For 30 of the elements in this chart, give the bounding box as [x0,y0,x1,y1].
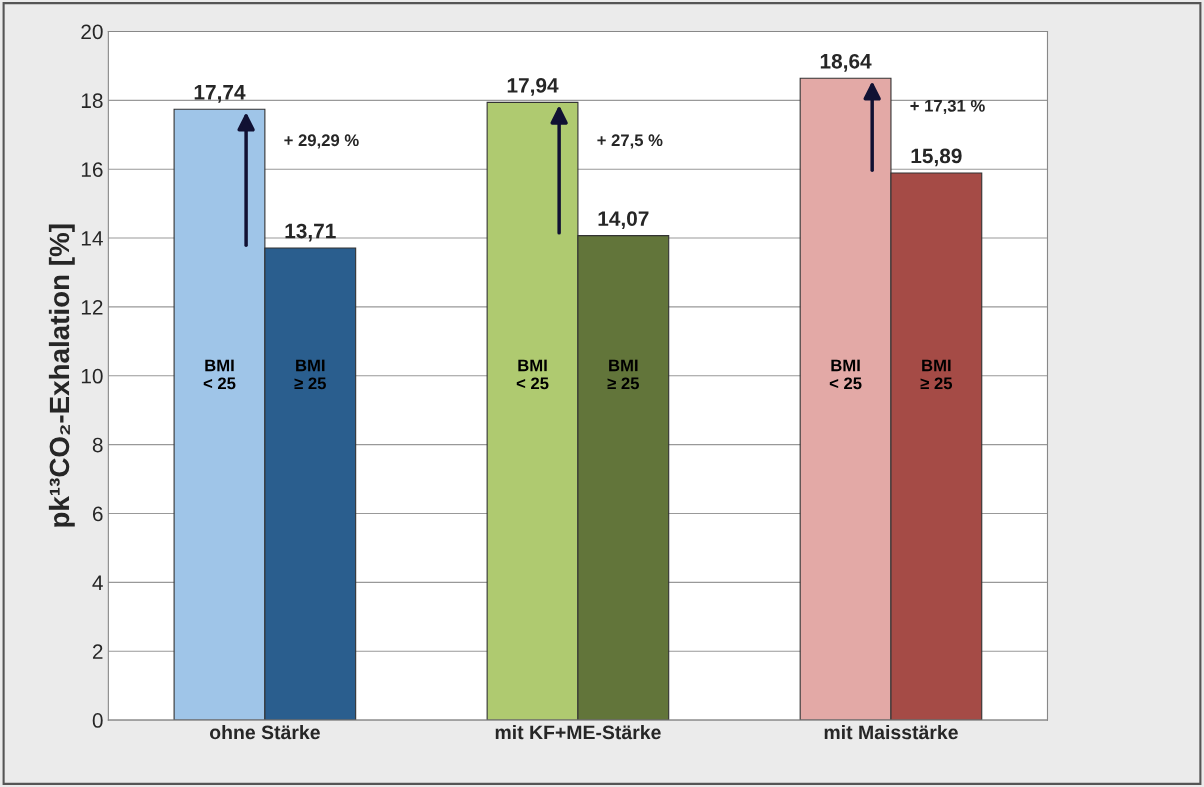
y-tick-label: 0 [92,713,103,728]
x-tick-label: mit Maisstärke [824,724,958,740]
x-tick-label: ohne Stärke [209,724,320,740]
text: BMI < 25 [829,359,862,390]
data-label: 17,94 [507,77,559,96]
y-tick-label: 12 [81,299,103,315]
y-tick-label: 6 [92,506,103,522]
annotation: + 17,31 % [910,99,985,115]
text: BMI ≥ 25 [920,359,953,390]
data-label: 17,74 [194,85,246,103]
y-tick-label: 20 [81,24,103,40]
y-tick-label: 18 [81,93,103,109]
y-tick-label: 14 [81,231,103,246]
y-tick-label: 4 [92,575,103,590]
data-label: 18,64 [820,53,872,72]
data-label: 14,07 [598,211,649,229]
y-tick-label: 2 [92,644,103,659]
y-tick-label: 16 [81,162,103,177]
data-label: 15,89 [911,148,962,167]
data-label: 13,71 [285,223,336,242]
text: BMI ≥ 25 [607,359,639,390]
y-axis-title: pk¹³CO₂-Exhalation [%] [48,224,75,527]
y-tick-label: 10 [81,368,103,384]
x-tick-label: mit KF+ME-Stärke [495,724,661,740]
series-label: BMI ≥ 25 [294,359,326,390]
text: BMI < 25 [203,359,236,390]
annotation: + 29,29 % [284,134,359,149]
annotation: + 27,5 % [597,134,663,149]
y-tick-label: 8 [92,437,103,453]
series-label: BMI < 25 [516,359,549,390]
